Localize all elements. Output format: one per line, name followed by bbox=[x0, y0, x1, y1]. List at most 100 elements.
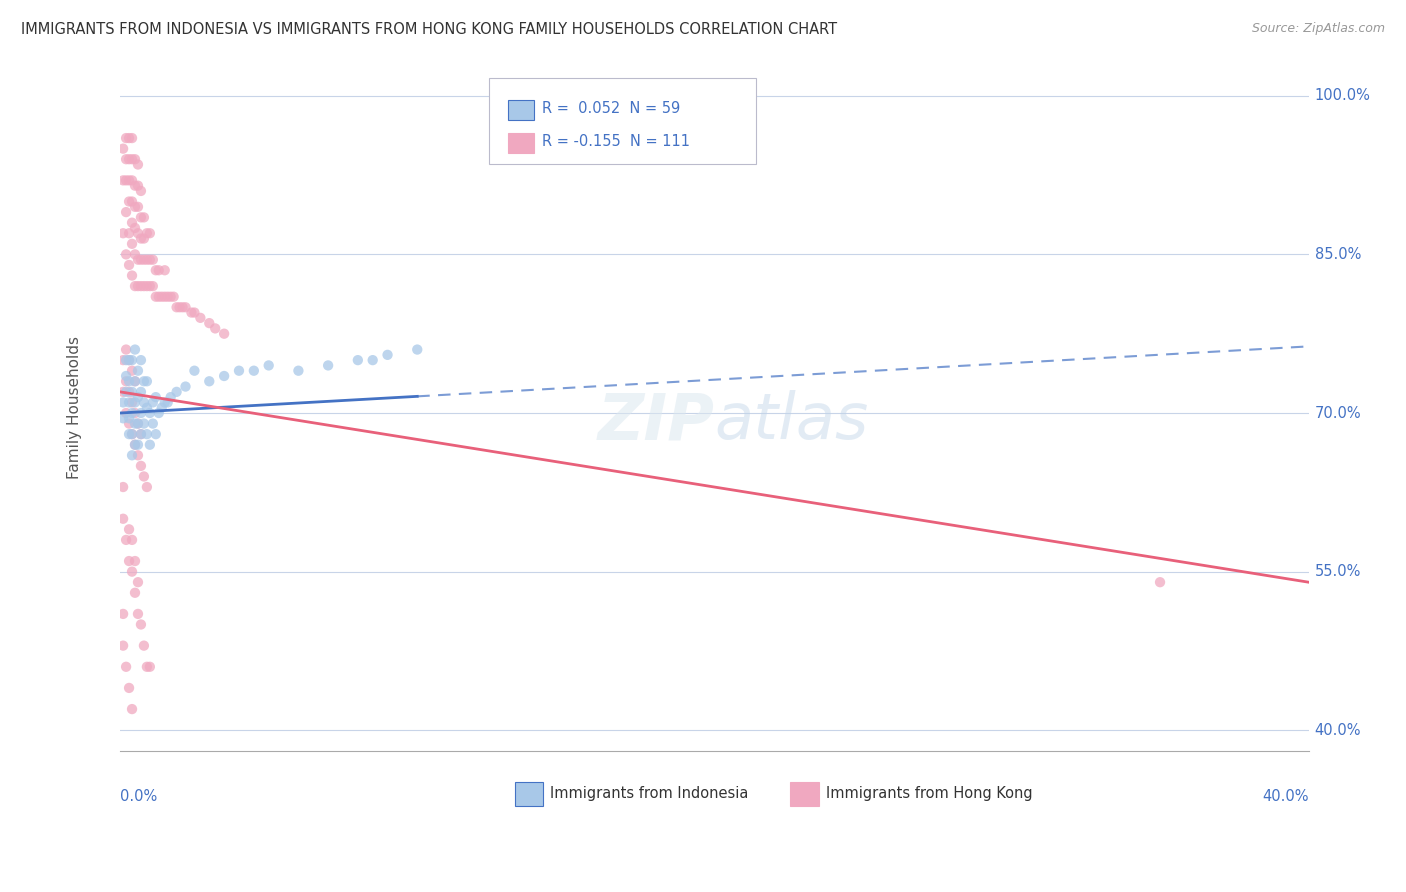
Point bbox=[121, 533, 143, 547]
Text: ZIP: ZIP bbox=[598, 391, 714, 452]
Point bbox=[174, 300, 197, 314]
Point bbox=[129, 617, 152, 632]
Point bbox=[174, 379, 197, 393]
Point bbox=[118, 427, 141, 442]
Point bbox=[118, 411, 141, 425]
Point bbox=[287, 364, 309, 378]
Point bbox=[124, 153, 146, 167]
Point bbox=[142, 395, 165, 409]
Point bbox=[121, 565, 143, 579]
Text: atlas: atlas bbox=[714, 391, 869, 452]
Text: Immigrants from Hong Kong: Immigrants from Hong Kong bbox=[827, 787, 1032, 802]
Point bbox=[129, 427, 152, 442]
Point bbox=[112, 384, 135, 399]
Point bbox=[112, 395, 135, 409]
Point bbox=[115, 353, 138, 368]
Point bbox=[127, 178, 149, 193]
Point bbox=[121, 173, 143, 187]
Point bbox=[124, 247, 146, 261]
Text: 100.0%: 100.0% bbox=[1315, 88, 1371, 103]
Point bbox=[190, 310, 212, 325]
Text: 85.0%: 85.0% bbox=[1315, 247, 1361, 262]
Point bbox=[118, 258, 141, 272]
Point bbox=[124, 200, 146, 214]
Point bbox=[124, 374, 146, 388]
Point bbox=[148, 290, 170, 304]
Point bbox=[132, 231, 155, 245]
Point bbox=[139, 279, 162, 293]
Point bbox=[124, 178, 146, 193]
Point bbox=[129, 427, 152, 442]
Text: 0.0%: 0.0% bbox=[120, 789, 157, 805]
Point bbox=[115, 533, 138, 547]
Point bbox=[121, 384, 143, 399]
Point bbox=[124, 554, 146, 568]
Point bbox=[112, 173, 135, 187]
Point bbox=[204, 321, 226, 335]
Point bbox=[212, 326, 235, 341]
Point bbox=[121, 427, 143, 442]
Point bbox=[135, 660, 157, 674]
Point bbox=[118, 353, 141, 368]
Point bbox=[112, 639, 135, 653]
Point bbox=[121, 194, 143, 209]
Text: R = -0.155  N = 111: R = -0.155 N = 111 bbox=[543, 134, 690, 149]
Point bbox=[121, 406, 143, 420]
Point bbox=[121, 131, 143, 145]
FancyBboxPatch shape bbox=[515, 782, 543, 805]
Point bbox=[127, 252, 149, 267]
Point bbox=[112, 411, 135, 425]
Point bbox=[124, 438, 146, 452]
Point bbox=[132, 395, 155, 409]
Point bbox=[118, 226, 141, 240]
Point bbox=[139, 660, 162, 674]
Point bbox=[135, 279, 157, 293]
Point bbox=[127, 157, 149, 171]
Point bbox=[118, 417, 141, 431]
Point bbox=[142, 252, 165, 267]
Point bbox=[118, 374, 141, 388]
Point bbox=[228, 364, 250, 378]
Text: 55.0%: 55.0% bbox=[1315, 564, 1361, 579]
Point bbox=[183, 305, 205, 319]
Point bbox=[139, 438, 162, 452]
Point bbox=[118, 395, 141, 409]
Point bbox=[159, 290, 181, 304]
Point bbox=[132, 211, 155, 225]
FancyBboxPatch shape bbox=[508, 133, 534, 153]
Point bbox=[124, 395, 146, 409]
Point bbox=[112, 353, 135, 368]
Point bbox=[112, 480, 135, 494]
Point bbox=[135, 252, 157, 267]
Point bbox=[115, 153, 138, 167]
Text: 40.0%: 40.0% bbox=[1315, 723, 1361, 738]
Point bbox=[115, 205, 138, 219]
Point bbox=[316, 359, 339, 373]
Text: 40.0%: 40.0% bbox=[1263, 789, 1309, 805]
Point bbox=[127, 226, 149, 240]
Text: IMMIGRANTS FROM INDONESIA VS IMMIGRANTS FROM HONG KONG FAMILY HOUSEHOLDS CORRELA: IMMIGRANTS FROM INDONESIA VS IMMIGRANTS … bbox=[21, 22, 837, 37]
Point bbox=[361, 353, 384, 368]
Point bbox=[129, 406, 152, 420]
Point bbox=[118, 353, 141, 368]
Point bbox=[148, 406, 170, 420]
Text: R =  0.052  N = 59: R = 0.052 N = 59 bbox=[543, 101, 681, 116]
Point bbox=[132, 374, 155, 388]
Point bbox=[124, 374, 146, 388]
Point bbox=[153, 263, 176, 277]
Point bbox=[166, 384, 188, 399]
Point bbox=[142, 279, 165, 293]
Point bbox=[347, 353, 370, 368]
Point bbox=[132, 639, 155, 653]
Point bbox=[406, 343, 429, 357]
Point bbox=[132, 469, 155, 483]
Point bbox=[115, 247, 138, 261]
Point bbox=[127, 448, 149, 462]
Point bbox=[118, 554, 141, 568]
Point bbox=[135, 374, 157, 388]
FancyBboxPatch shape bbox=[488, 78, 756, 164]
Point bbox=[121, 353, 143, 368]
Point bbox=[257, 359, 280, 373]
Point bbox=[115, 406, 138, 420]
Point bbox=[139, 226, 162, 240]
